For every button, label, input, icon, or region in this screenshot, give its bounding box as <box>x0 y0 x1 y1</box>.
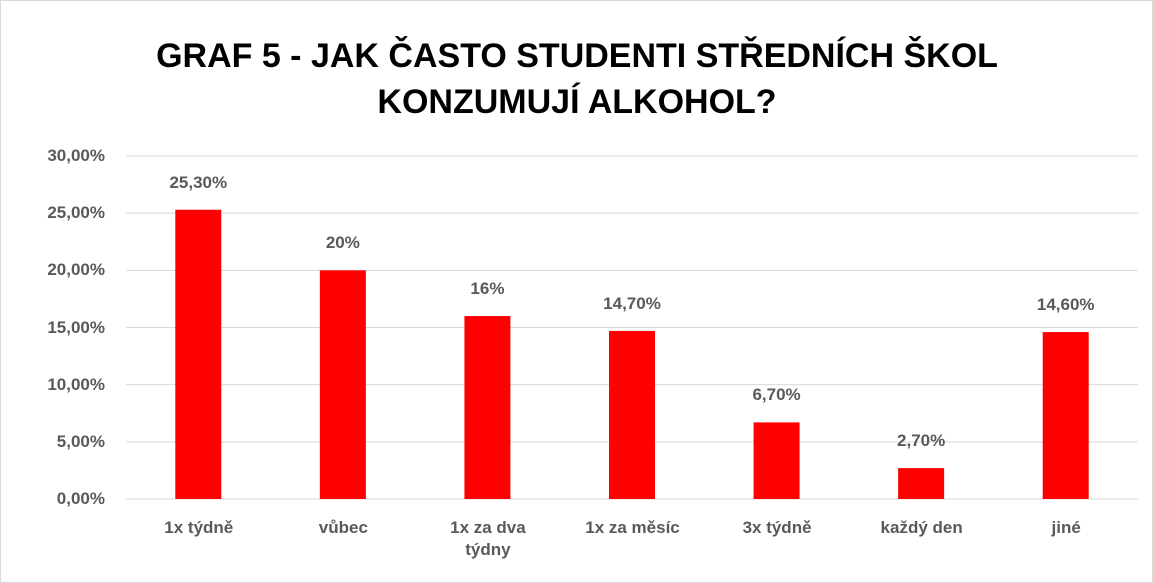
bar <box>175 209 222 499</box>
x-tick-label: 1x týdně <box>164 518 234 537</box>
y-tick-label: 25,00% <box>47 203 105 223</box>
data-label: 20% <box>325 233 360 253</box>
y-tick-label: 5,00% <box>56 431 105 451</box>
x-tick-label: 1x za měsíc <box>585 518 680 537</box>
y-tick-label: 15,00% <box>47 317 105 337</box>
data-label: 16% <box>470 279 505 299</box>
data-label: 6,70% <box>752 385 801 405</box>
x-tick-label: každý den <box>880 518 963 537</box>
bar <box>609 330 655 499</box>
bar <box>898 468 945 499</box>
bar <box>753 422 800 499</box>
x-tick-label: 1x za dva týdny <box>450 518 526 559</box>
x-tick-label: vůbec <box>318 518 368 537</box>
bar <box>464 316 511 499</box>
y-tick-label: 20,00% <box>47 260 105 280</box>
data-label: 25,30% <box>169 172 228 192</box>
data-label: 14,60% <box>1036 295 1095 315</box>
x-tick-label: jiné <box>1051 518 1081 537</box>
data-label: 14,70% <box>603 293 661 313</box>
data-label: 2,70% <box>897 431 946 451</box>
x-tick-label: 3x týdně <box>742 518 812 537</box>
bar <box>319 270 366 499</box>
y-tick-label: 10,00% <box>47 374 105 394</box>
y-tick-label: 0,00% <box>56 489 105 508</box>
chart-title: GRAF 5 - JAK ČASTO STUDENTI STŘEDNÍCH ŠK… <box>156 37 998 121</box>
bar <box>1042 332 1089 499</box>
y-tick-label: 30,00% <box>47 146 105 165</box>
